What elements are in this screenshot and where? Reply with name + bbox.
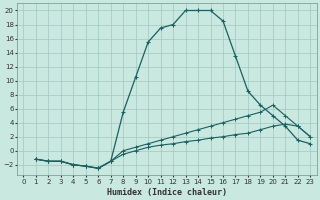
X-axis label: Humidex (Indice chaleur): Humidex (Indice chaleur)	[107, 188, 227, 197]
